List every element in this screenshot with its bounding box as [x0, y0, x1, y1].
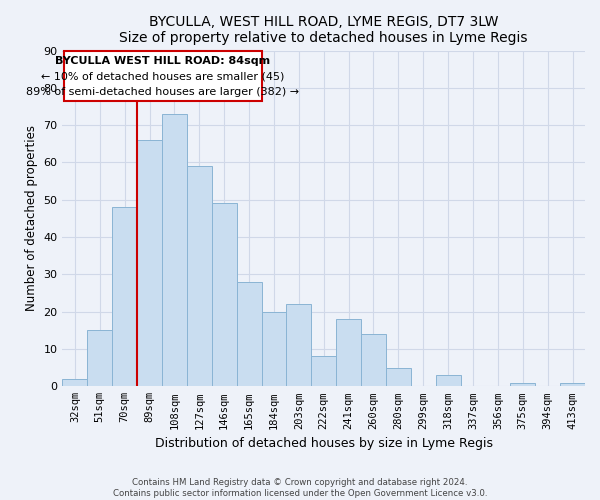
Bar	[137, 140, 162, 386]
Bar	[386, 368, 411, 386]
Bar	[361, 334, 386, 386]
Bar	[162, 114, 187, 386]
Y-axis label: Number of detached properties: Number of detached properties	[25, 126, 38, 312]
Bar	[187, 166, 212, 386]
Text: ← 10% of detached houses are smaller (45): ← 10% of detached houses are smaller (45…	[41, 72, 284, 82]
Bar	[64, 50, 262, 101]
Bar	[436, 375, 461, 386]
Bar	[212, 204, 236, 386]
Bar	[262, 312, 286, 386]
Bar	[88, 330, 112, 386]
Bar	[112, 207, 137, 386]
Text: BYCULLA WEST HILL ROAD: 84sqm: BYCULLA WEST HILL ROAD: 84sqm	[55, 56, 270, 66]
Title: BYCULLA, WEST HILL ROAD, LYME REGIS, DT7 3LW
Size of property relative to detach: BYCULLA, WEST HILL ROAD, LYME REGIS, DT7…	[119, 15, 528, 45]
Text: Contains HM Land Registry data © Crown copyright and database right 2024.
Contai: Contains HM Land Registry data © Crown c…	[113, 478, 487, 498]
Bar	[286, 304, 311, 386]
Bar	[511, 382, 535, 386]
Text: 89% of semi-detached houses are larger (382) →: 89% of semi-detached houses are larger (…	[26, 88, 299, 98]
Bar	[311, 356, 336, 386]
Bar	[236, 282, 262, 387]
Bar	[62, 379, 88, 386]
Bar	[336, 319, 361, 386]
X-axis label: Distribution of detached houses by size in Lyme Regis: Distribution of detached houses by size …	[155, 437, 493, 450]
Bar	[560, 382, 585, 386]
